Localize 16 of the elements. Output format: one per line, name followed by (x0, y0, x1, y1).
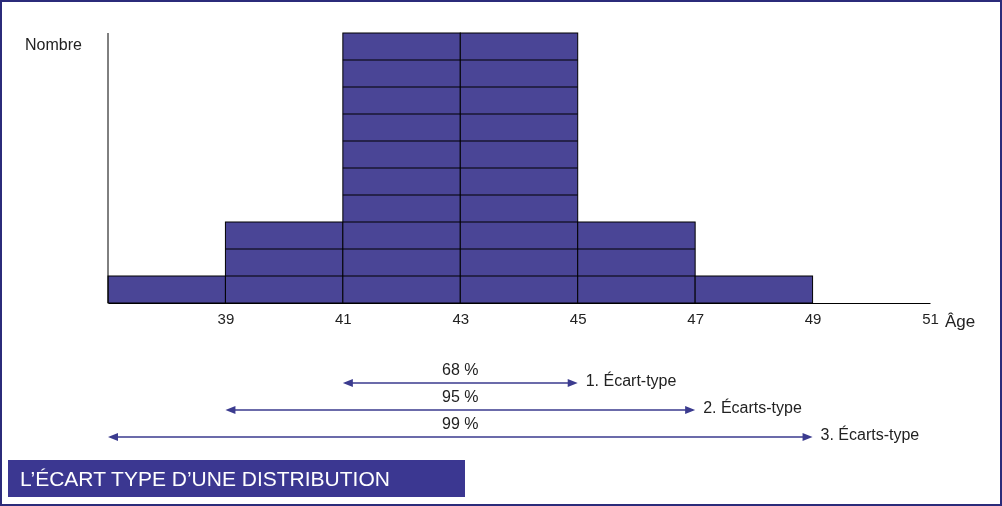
text: 99 % (442, 415, 479, 432)
x-axis-title: Âge (945, 312, 976, 331)
text: 2. Écarts-type (703, 398, 802, 416)
x-tick-label: 41 (335, 309, 352, 327)
x-tick-label: 47 (687, 309, 704, 327)
x-tick-label: 49 (804, 309, 822, 327)
text: 3. Écarts-type (820, 425, 920, 443)
text: 95 % (442, 388, 479, 405)
text: 1. Écart-type (585, 371, 677, 389)
x-tick-label: 45 (569, 309, 587, 327)
x-tick-label: 43 (452, 309, 470, 327)
x-tick-label: 51 (922, 309, 939, 327)
y-axis-title: Nombre (25, 36, 83, 53)
x-tick-label: 39 (217, 309, 235, 327)
text: L’ÉCART TYPE D’UNE DISTRIBUTION (20, 467, 390, 490)
text: 68 % (442, 361, 479, 378)
